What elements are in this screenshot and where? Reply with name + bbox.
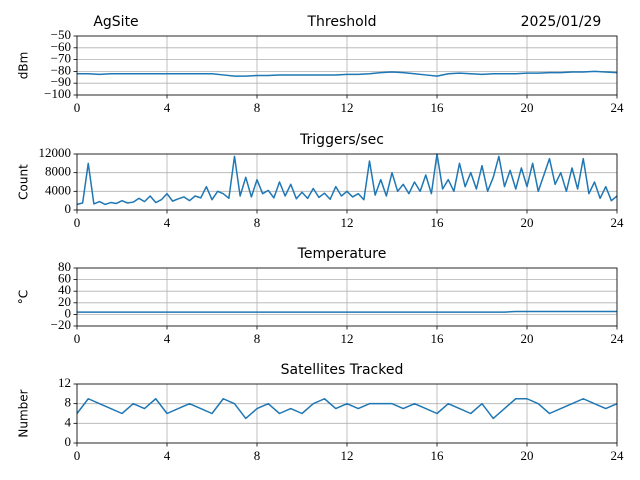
x-tick-label: 16 [431, 448, 445, 463]
y-axis-label: Number [17, 389, 31, 437]
x-tick-label: 12 [341, 215, 354, 230]
axes-frame [76, 153, 618, 211]
y-tick-label: −90 [51, 74, 71, 89]
x-tick-label: 8 [254, 215, 261, 230]
y-axis-label: Count [17, 164, 31, 200]
y-axis-label: dBm [17, 52, 31, 80]
y-tick-label: 4 [65, 414, 72, 429]
x-tick-label: 20 [521, 100, 534, 115]
x-tick-label: 16 [431, 100, 445, 115]
data-line [77, 70, 618, 77]
y-tick-label: 12 [58, 375, 71, 390]
y-tick-label: −100 [44, 86, 71, 101]
x-tick-label: 20 [521, 215, 534, 230]
y-tick-label: 0 [65, 305, 72, 320]
y-tick-label: 12000 [39, 145, 72, 160]
panel-title: Triggers/sec [299, 132, 384, 148]
y-tick-label: −70 [51, 51, 71, 66]
x-tick-label: 24 [611, 331, 625, 346]
y-tick-label: 8000 [45, 164, 71, 179]
y-tick-label: 4000 [45, 182, 71, 197]
x-tick-label: 8 [254, 100, 261, 115]
axes-frame [76, 35, 618, 96]
y-tick-label: −50 [51, 27, 71, 42]
x-tick-label: 0 [74, 448, 81, 463]
y-tick-label: 0 [65, 434, 72, 449]
y-tick-label: 20 [58, 294, 71, 309]
x-tick-label: 12 [341, 331, 354, 346]
x-tick-label: 20 [521, 448, 534, 463]
x-tick-label: 4 [164, 100, 171, 115]
x-tick-label: 4 [164, 215, 171, 230]
x-tick-label: 0 [74, 331, 81, 346]
x-tick-label: 24 [611, 100, 625, 115]
y-tick-label: −60 [51, 39, 71, 54]
x-tick-label: 4 [164, 448, 171, 463]
y-axis-label: °C [17, 290, 31, 304]
y-tick-label: −20 [51, 317, 71, 332]
data-line [76, 153, 618, 206]
panel-title: Satellites Tracked [281, 362, 404, 378]
annotation: 2025/01/29 [521, 14, 602, 30]
x-tick-label: 16 [431, 215, 445, 230]
data-line [77, 310, 617, 313]
x-tick-label: 8 [254, 331, 261, 346]
x-tick-label: 0 [74, 215, 81, 230]
y-tick-label: 8 [65, 395, 72, 410]
x-tick-label: 8 [254, 448, 261, 463]
y-tick-label: 60 [58, 271, 71, 286]
panel-title: Threshold [307, 14, 377, 30]
data-line [76, 398, 618, 420]
y-tick-label: 40 [58, 282, 71, 297]
panel-title: Temperature [297, 246, 387, 262]
y-tick-label: −80 [51, 62, 71, 77]
annotation: AgSite [93, 14, 138, 30]
axes-frame [76, 383, 618, 444]
x-tick-label: 4 [164, 331, 171, 346]
x-tick-label: 12 [341, 448, 354, 463]
x-tick-label: 24 [611, 448, 625, 463]
axes-frame [76, 267, 618, 327]
x-tick-label: 20 [521, 331, 534, 346]
x-tick-label: 24 [611, 215, 625, 230]
x-tick-label: 16 [431, 331, 445, 346]
x-tick-label: 0 [74, 100, 81, 115]
x-tick-label: 12 [341, 100, 354, 115]
y-tick-label: 80 [58, 259, 71, 274]
y-tick-label: 0 [65, 201, 72, 216]
